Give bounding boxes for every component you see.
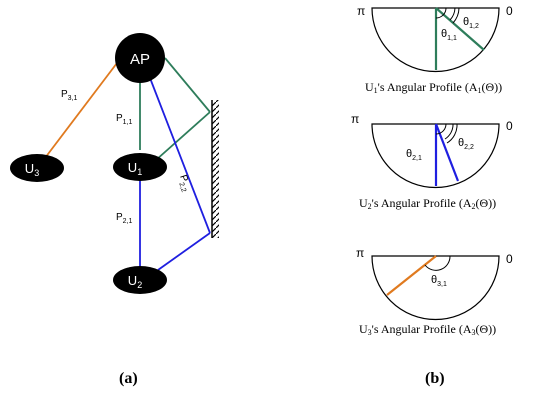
label-p31: P3,1 [61, 89, 78, 102]
caption-a: (a) [119, 370, 138, 387]
node-u3: U3 [10, 154, 64, 182]
arc-theta22a [444, 123, 454, 140]
path-ap-to-wall-green [164, 57, 211, 113]
pi-label-3: π [356, 246, 364, 260]
svg-text:U2: U2 [128, 273, 142, 290]
arc-theta11 [435, 7, 447, 19]
pi-label-1: π [357, 4, 365, 18]
node-u1-label: U [128, 160, 137, 175]
caption-profile-3: U3's Angular Profile (A3(Θ)) [359, 322, 496, 337]
svg-text:U3: U3 [25, 161, 39, 178]
node-u2: U2 [113, 266, 167, 294]
theta12-label: θ1,2 [463, 16, 479, 30]
theta22-label: θ2,2 [458, 137, 474, 151]
node-u2-sub: 2 [137, 280, 142, 290]
svg-text:U1: U1 [128, 160, 142, 177]
theta11-label: θ1,1 [441, 28, 457, 42]
pi-label-2: π [351, 112, 359, 126]
ray-theta31 [386, 255, 437, 296]
label-p21: P2,1 [116, 212, 133, 225]
arc-theta21 [435, 123, 447, 135]
zero-label-2: 0 [506, 119, 513, 133]
arc-theta22b [446, 123, 458, 144]
zero-label-3: 0 [506, 252, 513, 266]
panel-b: π 0 θ1,1 θ1,2 U1's Angular Profile (A1(Θ… [351, 4, 513, 387]
arc-theta31 [424, 255, 451, 271]
label-p22: P2,2 [175, 174, 192, 194]
arc-theta12b [452, 7, 460, 24]
path-p31-orange [44, 62, 118, 159]
theta31-label: θ3,1 [431, 274, 447, 288]
node-u2-label: U [128, 273, 137, 288]
caption-profile-2: U2's Angular Profile (A2(Θ)) [359, 196, 496, 211]
node-ap: AP [115, 33, 165, 83]
node-u3-label: U [25, 161, 34, 176]
label-p11: P1,1 [116, 113, 133, 126]
path-p22-blue-down [149, 77, 211, 234]
semicircle-2 [371, 123, 500, 189]
node-u1: U1 [113, 153, 167, 181]
zero-label-1: 0 [506, 4, 513, 18]
node-u1-sub: 1 [137, 167, 142, 177]
angular-profile-1: π 0 θ1,1 θ1,2 U1's Angular Profile (A1(Θ… [357, 4, 513, 95]
reflector-wall-hatching [212, 100, 219, 238]
node-u3-sub: 3 [34, 168, 39, 178]
arc-theta12a [449, 7, 456, 21]
ray-theta22 [434, 123, 460, 182]
theta21-label: θ2,1 [406, 148, 422, 162]
angular-profile-2: π 0 θ2,1 θ2,2 U2's Angular Profile (A2(Θ… [351, 112, 513, 211]
angular-profile-3: π 0 θ3,1 U3's Angular Profile (A3(Θ)) [356, 246, 513, 337]
caption-profile-1: U1's Angular Profile (A1(Θ)) [365, 80, 502, 95]
path-p22-blue-back [157, 232, 211, 271]
semicircle-1 [371, 7, 500, 73]
caption-b: (b) [425, 370, 445, 387]
semicircle-3 [371, 255, 500, 321]
ray-theta12 [435, 7, 485, 51]
node-ap-label: AP [130, 51, 150, 68]
path-wall-to-u1-green [155, 111, 211, 161]
panel-a: AP U1 U2 U3 P3,1 P1,1 P2,1 P2,2 (a) [10, 33, 219, 387]
